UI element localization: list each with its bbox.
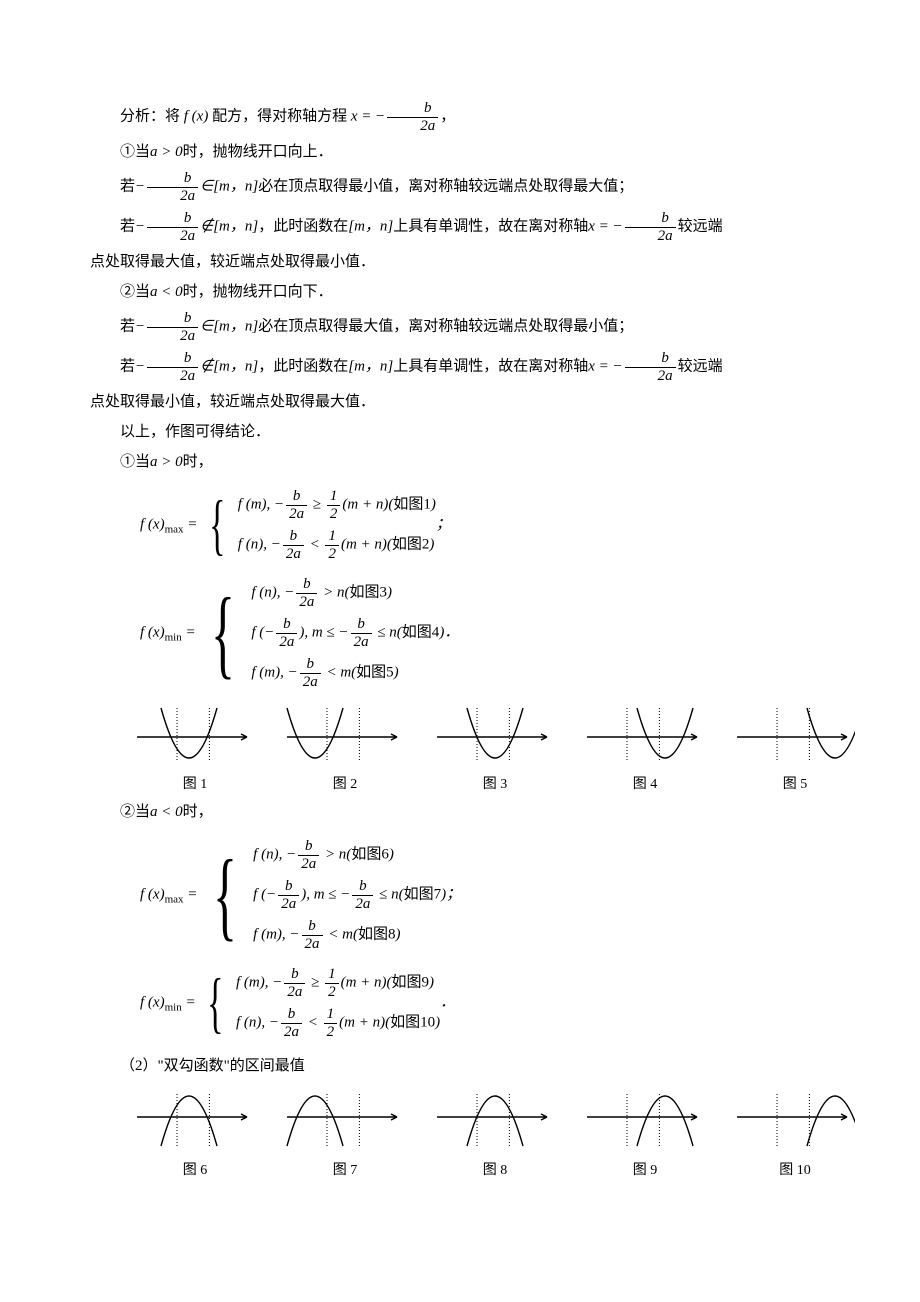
para-summary: 以上，作图可得结论． (90, 420, 830, 444)
para-c1-head: ①当a > 0时，抛物线开口向上． (90, 140, 830, 164)
para-section-2: （2）"双勾函数"的区间最值 (90, 1054, 830, 1078)
figure-label: 图 1 (135, 774, 255, 796)
para-c1-r1: 若−b2a∈[m，n]必在顶点取得最小值，离对称轴较远端点处取得最大值； (90, 170, 830, 204)
frac: b2a (387, 100, 438, 134)
para-c1-r2a: 若−b2a∉[m，n]，此时函数在[m，n]上具有单调性，故在离对称轴x = −… (90, 210, 830, 244)
formula-fmin1: f (x)min = { f (n), −b2a > n(如图3) f (−b2… (140, 576, 830, 690)
parabola-figure: 图 5 (735, 704, 855, 796)
parabola-figure: 图 8 (435, 1090, 555, 1182)
parabola-figure: 图 1 (135, 704, 255, 796)
parabola-figure: 图 10 (735, 1090, 855, 1182)
figure-label: 图 10 (735, 1160, 855, 1182)
formula-fmax2: f (x)max = { f (n), −b2a > n(如图6) f (−b2… (140, 838, 830, 952)
figure-label: 图 6 (135, 1160, 255, 1182)
para-c2-head: ②当a < 0时，抛物线开口向下． (90, 280, 830, 304)
figure-label: 图 2 (285, 774, 405, 796)
formula-fmin2: f (x)min = { f (m), −b2a ≥ 12(m + n)(如图9… (140, 966, 830, 1040)
para-c2-r2a: 若−b2a∉[m，n]，此时函数在[m，n]上具有单调性，故在离对称轴x = −… (90, 350, 830, 384)
figure-label: 图 8 (435, 1160, 555, 1182)
m: x = − (351, 108, 385, 124)
para-analysis: 分析：将 f (x) 配方，得对称轴方程 x = −b2a， (90, 100, 830, 134)
t: ， (440, 108, 455, 124)
figure-row-2: 图 6图 7图 8图 9图 10 (135, 1090, 830, 1182)
formula-fmax1: f (x)max = { f (m), −b2a ≥ 12(m + n)(如图1… (140, 488, 830, 562)
parabola-figure: 图 3 (435, 704, 555, 796)
para-when-neg: ②当a < 0时， (90, 800, 830, 824)
figure-label: 图 9 (585, 1160, 705, 1182)
figure-row-1: 图 1图 2图 3图 4图 5 (135, 704, 830, 796)
parabola-figure: 图 7 (285, 1090, 405, 1182)
t: 分析：将 (120, 108, 180, 124)
parabola-figure: 图 6 (135, 1090, 255, 1182)
figure-label: 图 5 (735, 774, 855, 796)
t: 配方，得对称轴方程 (212, 108, 347, 124)
parabola-figure: 图 4 (585, 704, 705, 796)
para-c2-r2b: 点处取得最小值，较近端点处取得最大值． (90, 390, 830, 414)
parabola-figure: 图 9 (585, 1090, 705, 1182)
para-c1-r2b: 点处取得最大值，较近端点处取得最小值． (90, 250, 830, 274)
para-when-pos: ①当a > 0时， (90, 450, 830, 474)
figure-label: 图 4 (585, 774, 705, 796)
parabola-figure: 图 2 (285, 704, 405, 796)
figure-label: 图 7 (285, 1160, 405, 1182)
para-c2-r1: 若−b2a∈[m，n]必在顶点取得最大值，离对称轴较远端点处取得最小值； (90, 310, 830, 344)
figure-label: 图 3 (435, 774, 555, 796)
m: f (x) (184, 108, 209, 124)
